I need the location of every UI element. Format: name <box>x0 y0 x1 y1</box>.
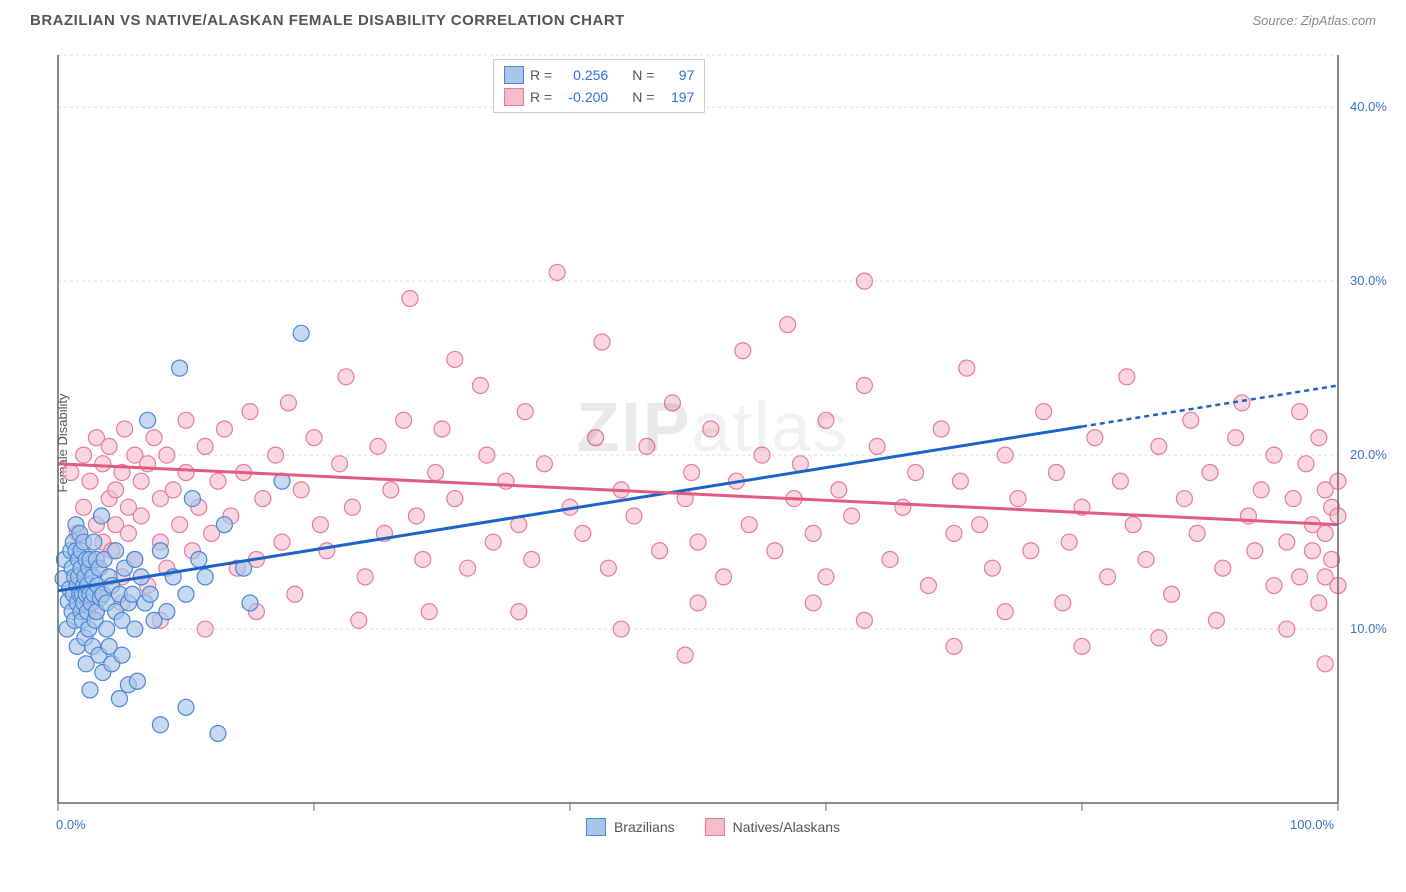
legend: Brazilians Natives/Alaskans <box>586 818 840 836</box>
chart-header: BRAZILIAN VS NATIVE/ALASKAN FEMALE DISAB… <box>0 0 1406 37</box>
swatch-icon <box>504 88 524 106</box>
stats-row: R = 0.256 N = 97 <box>504 64 694 86</box>
r-label: R = <box>530 86 552 108</box>
y-tick-label: 10.0% <box>1350 621 1387 636</box>
r-label: R = <box>530 64 552 86</box>
y-tick-label: 40.0% <box>1350 99 1387 114</box>
stats-row: R = -0.200 N = 197 <box>504 86 694 108</box>
chart-title: BRAZILIAN VS NATIVE/ALASKAN FEMALE DISAB… <box>30 12 625 29</box>
x-tick-label: 100.0% <box>1290 817 1334 832</box>
legend-label: Brazilians <box>614 819 675 835</box>
legend-label: Natives/Alaskans <box>733 819 840 835</box>
chart-container: Female Disability ZIPatlas R = 0.256 N =… <box>48 45 1378 840</box>
swatch-icon <box>504 66 524 84</box>
x-tick-label: 0.0% <box>56 817 86 832</box>
r-value: 0.256 <box>558 64 608 86</box>
y-tick-label: 20.0% <box>1350 447 1387 462</box>
stats-box: R = 0.256 N = 97 R = -0.200 N = 197 <box>493 59 705 113</box>
chart-source: Source: ZipAtlas.com <box>1252 13 1376 28</box>
n-label: N = <box>632 86 654 108</box>
y-tick-label: 30.0% <box>1350 273 1387 288</box>
n-value: 97 <box>660 64 694 86</box>
legend-item: Brazilians <box>586 818 675 836</box>
n-value: 197 <box>660 86 694 108</box>
swatch-icon <box>586 818 606 836</box>
scatter-plot <box>48 45 1378 840</box>
r-value: -0.200 <box>558 86 608 108</box>
n-label: N = <box>632 64 654 86</box>
legend-item: Natives/Alaskans <box>705 818 840 836</box>
swatch-icon <box>705 818 725 836</box>
